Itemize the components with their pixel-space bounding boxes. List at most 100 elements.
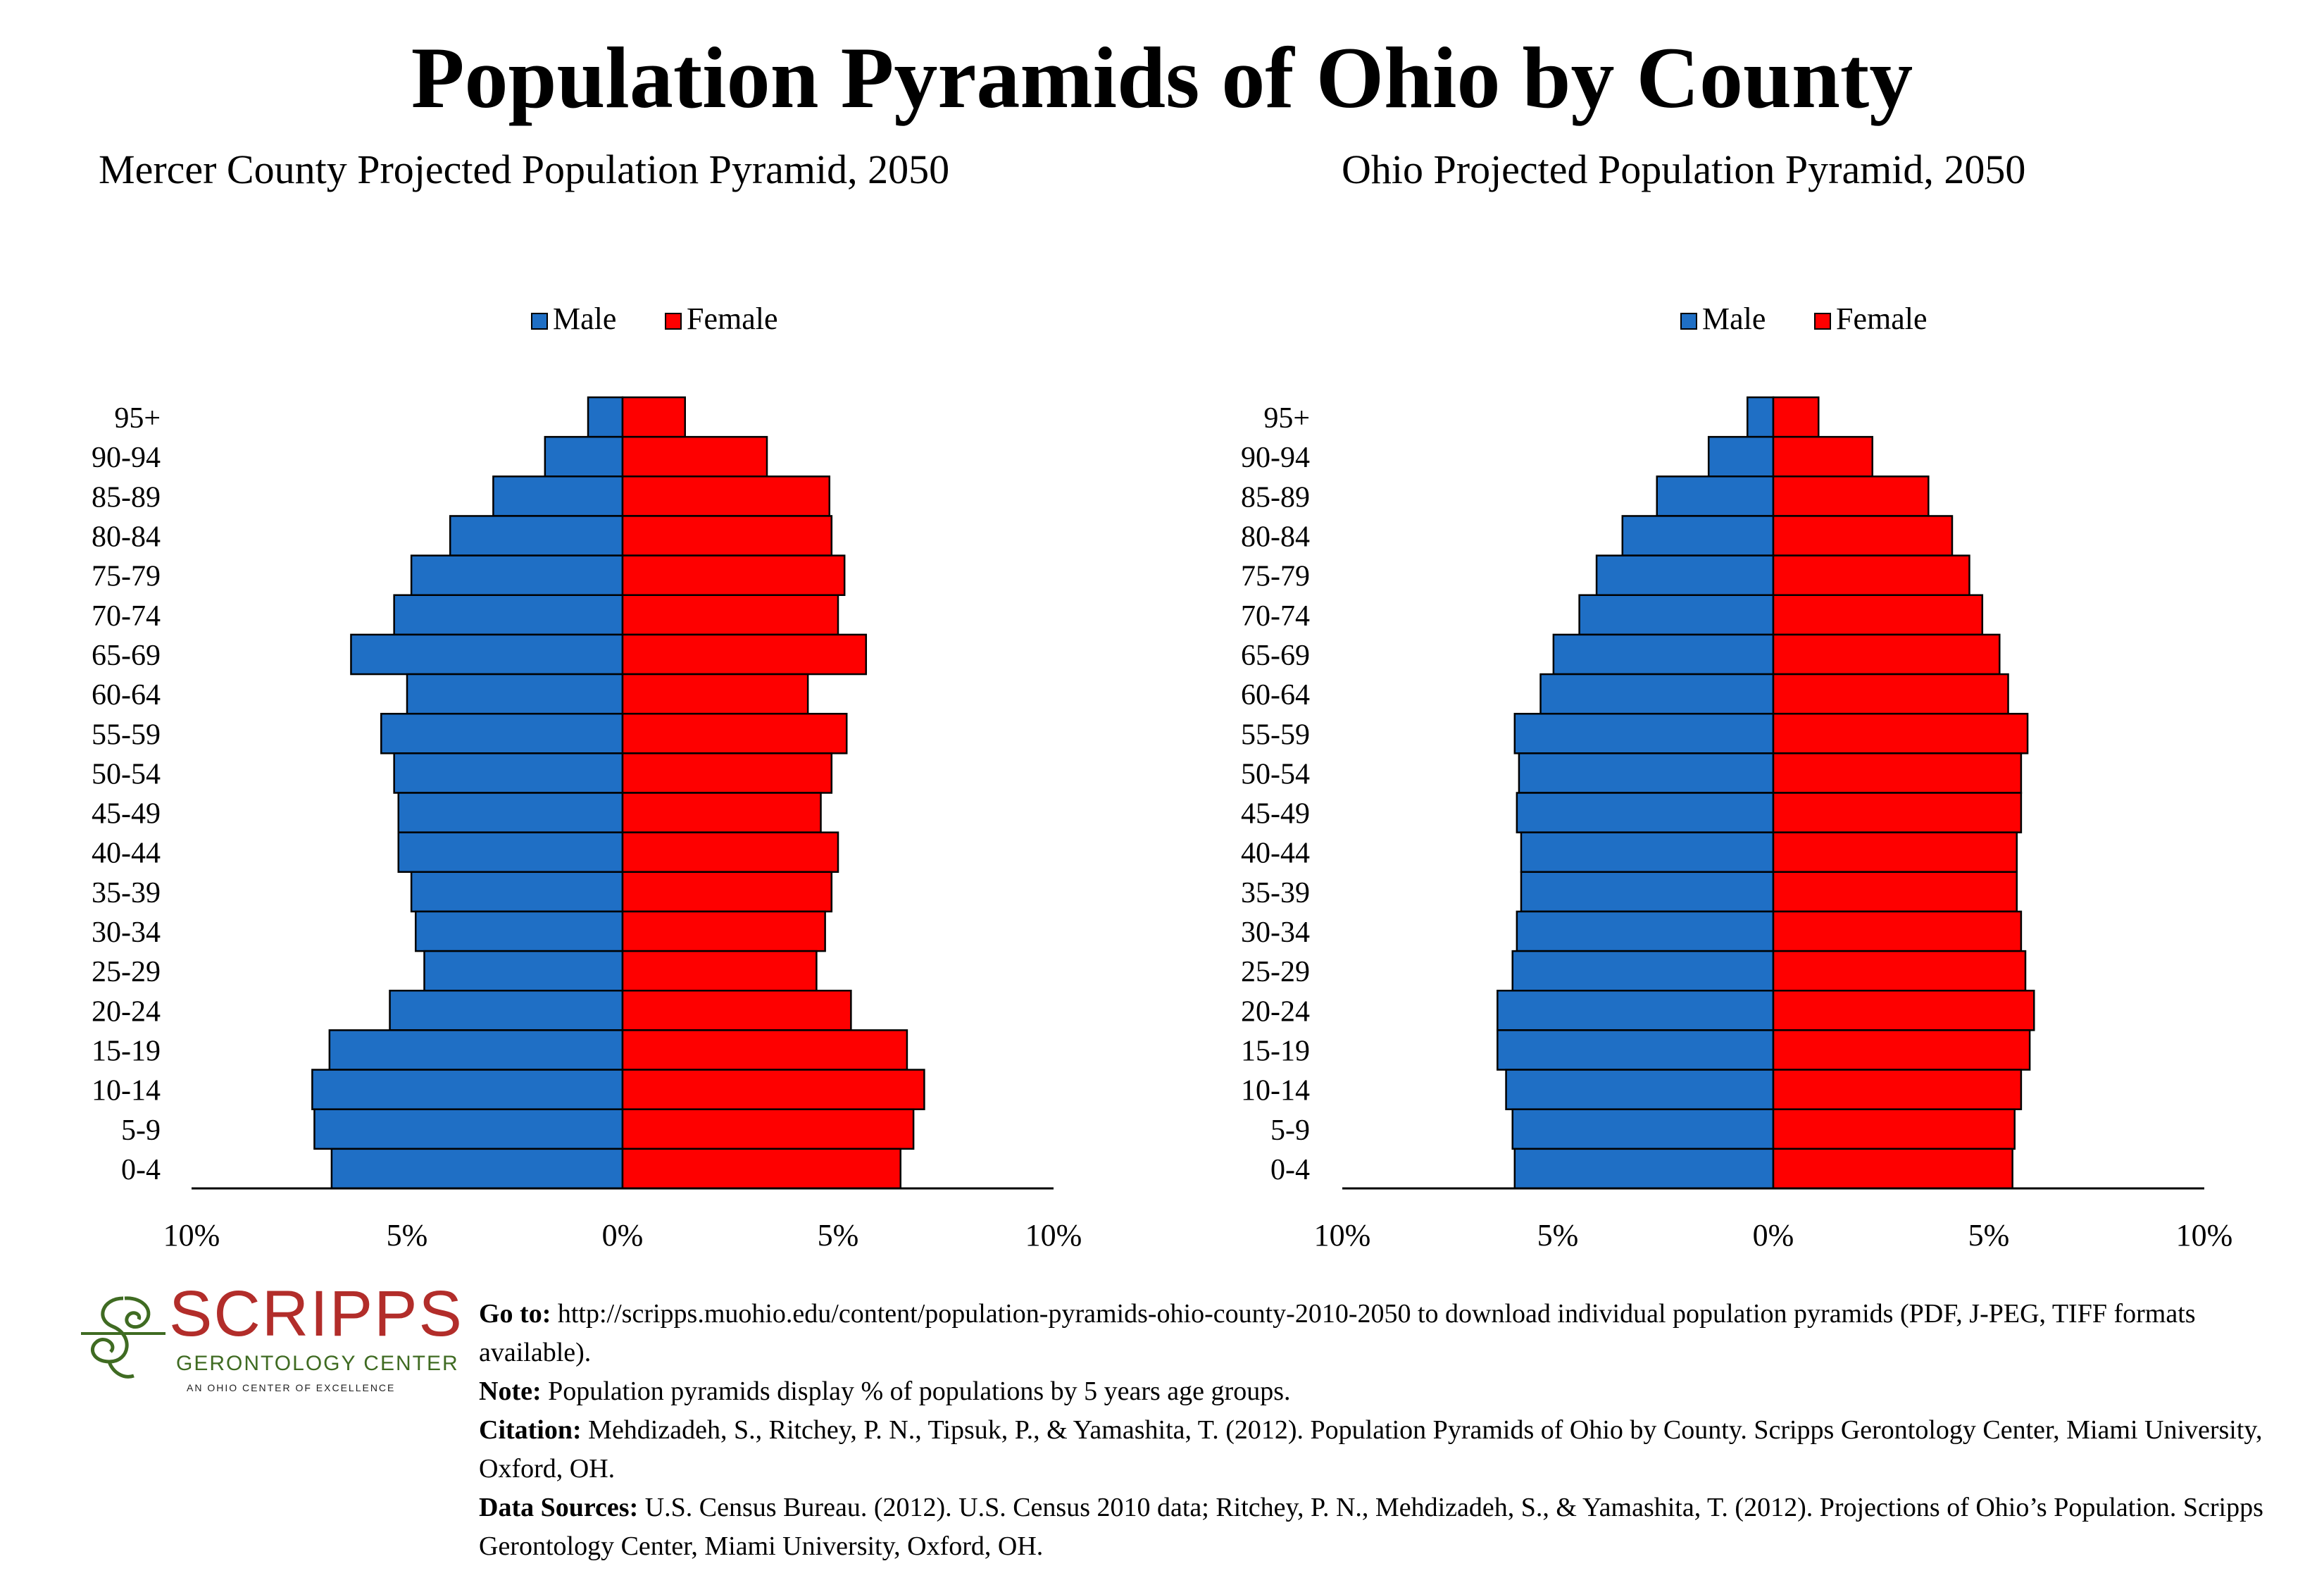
mercer-bar-female-90-94 xyxy=(621,435,768,478)
mercer-bar-female-95+ xyxy=(621,396,686,438)
ohio-bar-female-50-54 xyxy=(1772,752,2023,794)
mercer-bar-female-5-9 xyxy=(621,1108,915,1150)
ohio-bar-male-5-9 xyxy=(1511,1108,1775,1150)
ohio-legend-male-label: Male xyxy=(1702,302,1766,336)
ohio-category-label: 95+ xyxy=(1263,402,1310,435)
ohio-category-label: 50-54 xyxy=(1241,758,1310,790)
ohio-bar-male-70-74 xyxy=(1578,594,1775,636)
ohio-chart-title: Ohio Projected Population Pyramid, 2050 xyxy=(1342,147,2025,192)
mercer-x-tick-label: 5% xyxy=(818,1218,859,1253)
sources-note: Data Sources: U.S. Census Bureau. (2012)… xyxy=(479,1488,2310,1566)
mercer-category-label: 40-44 xyxy=(92,838,161,870)
ohio-bar-female-65-69 xyxy=(1772,633,2001,676)
scripps-swirl-icon xyxy=(81,1296,165,1379)
mercer-category-label: 90-94 xyxy=(92,442,161,474)
ohio-bar-male-15-19 xyxy=(1497,1029,1775,1071)
ohio-bar-male-35-39 xyxy=(1520,871,1775,913)
ohio-bar-male-65-69 xyxy=(1552,633,1775,676)
ohio-bar-male-50-54 xyxy=(1518,752,1775,794)
mercer-category-label: 60-64 xyxy=(92,679,161,711)
mercer-bar-female-10-14 xyxy=(621,1069,925,1110)
citation-note: Citation: Mehdizadeh, S., Ritchey, P. N.… xyxy=(479,1411,2310,1488)
ohio-bar-female-10-14 xyxy=(1772,1069,2023,1110)
ohio-bar-female-25-29 xyxy=(1772,950,2027,992)
mercer-bar-female-75-79 xyxy=(621,554,846,596)
ohio-bar-female-70-74 xyxy=(1772,594,1984,636)
ohio-x-tick-label: 0% xyxy=(1753,1218,1794,1253)
ohio-bar-female-45-49 xyxy=(1772,792,2023,833)
mercer-bar-female-55-59 xyxy=(621,712,848,754)
ohio-bar-male-45-49 xyxy=(1516,792,1775,833)
ohio-category-label: 40-44 xyxy=(1241,838,1310,870)
ohio-bar-female-75-79 xyxy=(1772,554,1970,596)
ohio-legend: Male Female xyxy=(1680,302,1928,336)
mercer-bar-female-35-39 xyxy=(621,871,833,913)
ohio-bar-female-40-44 xyxy=(1772,831,2018,874)
mercer-category-label: 80-84 xyxy=(92,521,161,554)
mercer-bar-male-20-24 xyxy=(389,990,624,1031)
ohio-category-label: 85-89 xyxy=(1241,481,1310,514)
ohio-bar-male-85-89 xyxy=(1656,476,1775,517)
ohio-bar-female-30-34 xyxy=(1772,910,2023,952)
footnotes: Go to: http://scripps.muohio.edu/content… xyxy=(479,1295,2310,1566)
ohio-bar-female-55-59 xyxy=(1772,712,2029,754)
ohio-bar-male-95+ xyxy=(1747,396,1775,438)
mercer-category-label: 85-89 xyxy=(92,481,161,514)
mercer-bar-male-70-74 xyxy=(393,594,624,636)
mercer-bar-male-95+ xyxy=(587,396,624,438)
mercer-category-label: 45-49 xyxy=(92,798,161,831)
mercer-bar-male-65-69 xyxy=(350,633,624,676)
mercer-bar-male-60-64 xyxy=(406,673,624,715)
mercer-bar-female-45-49 xyxy=(621,792,822,833)
mercer-category-label: 70-74 xyxy=(92,600,161,633)
mercer-category-label: 10-14 xyxy=(92,1075,161,1107)
mercer-bar-male-35-39 xyxy=(410,871,624,913)
ohio-bar-male-10-14 xyxy=(1505,1069,1775,1110)
mercer-bar-male-80-84 xyxy=(449,515,624,557)
ohio-bar-male-0-4 xyxy=(1513,1148,1775,1190)
ohio-x-tick-label: 10% xyxy=(1314,1218,1371,1253)
mercer-category-label: 25-29 xyxy=(92,956,161,988)
ohio-bar-female-15-19 xyxy=(1772,1029,2031,1071)
mercer-x-tick-label: 0% xyxy=(602,1218,644,1253)
ohio-bar-male-55-59 xyxy=(1513,712,1775,754)
mercer-bar-male-30-34 xyxy=(414,910,624,952)
mercer-bar-female-40-44 xyxy=(621,831,839,874)
ohio-bar-male-75-79 xyxy=(1595,554,1775,596)
ohio-bar-female-0-4 xyxy=(1772,1148,2013,1190)
mercer-category-label: 35-39 xyxy=(92,877,161,909)
ohio-category-label: 75-79 xyxy=(1241,561,1310,593)
mercer-bar-female-0-4 xyxy=(621,1148,901,1190)
scripps-logo: SCRIPPS GERONTOLOGY CENTER AN OHIO CENTE… xyxy=(81,1279,462,1405)
ohio-bar-female-5-9 xyxy=(1772,1108,2016,1150)
mercer-x-tick-label: 10% xyxy=(1025,1218,1082,1253)
mercer-chart-title: Mercer County Projected Population Pyram… xyxy=(99,147,949,192)
mercer-bar-female-85-89 xyxy=(621,476,831,517)
sources-text: U.S. Census Bureau. (2012). U.S. Census … xyxy=(479,1493,2263,1561)
mercer-bar-male-15-19 xyxy=(328,1029,624,1071)
ohio-bar-female-60-64 xyxy=(1772,673,2009,715)
mercer-x-tick-label: 10% xyxy=(163,1218,220,1253)
mercer-category-label: 55-59 xyxy=(92,719,161,751)
mercer-pyramid-chart: Mercer County Projected Population Pyram… xyxy=(92,147,1082,1253)
ohio-bar-male-20-24 xyxy=(1497,990,1775,1031)
mercer-bar-female-15-19 xyxy=(621,1029,908,1071)
ohio-bar-female-35-39 xyxy=(1772,871,2018,913)
ohio-legend-female-swatch xyxy=(1814,313,1831,330)
ohio-category-label: 80-84 xyxy=(1241,521,1310,554)
mercer-category-label: 30-34 xyxy=(92,916,161,949)
mercer-bar-male-10-14 xyxy=(311,1069,624,1110)
mercer-bar-female-65-69 xyxy=(621,633,868,676)
citation-text: Mehdizadeh, S., Ritchey, P. N., Tipsuk, … xyxy=(479,1415,2263,1484)
goto-note: Go to: http://scripps.muohio.edu/content… xyxy=(479,1295,2310,1372)
mercer-bar-male-40-44 xyxy=(397,831,624,874)
ohio-bar-male-25-29 xyxy=(1511,950,1775,992)
ohio-category-label: 35-39 xyxy=(1241,877,1310,909)
mercer-bar-female-20-24 xyxy=(621,990,852,1031)
logo-subtitle: GERONTOLOGY CENTER xyxy=(176,1352,459,1375)
ohio-category-label: 70-74 xyxy=(1241,600,1310,633)
page-title: Population Pyramids of Ohio by County xyxy=(411,30,1913,126)
note-text: Population pyramids display % of populat… xyxy=(548,1376,1291,1406)
ohio-x-tick-label: 5% xyxy=(1968,1218,2010,1253)
ohio-category-label: 30-34 xyxy=(1241,916,1310,949)
